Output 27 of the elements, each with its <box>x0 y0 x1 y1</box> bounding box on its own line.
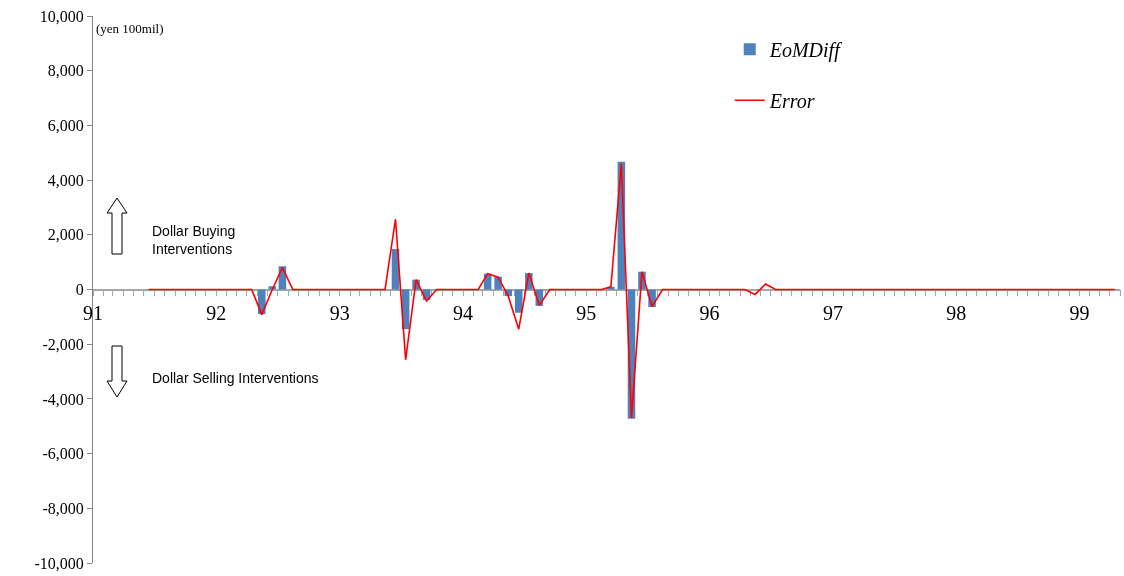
y-tick-label: 0 <box>75 281 84 299</box>
x-tick-label: 95 <box>576 302 597 325</box>
y-tick-label: -10,000 <box>34 554 84 572</box>
x-tick-label: 93 <box>329 302 350 325</box>
y-tick-label: -6,000 <box>42 445 84 463</box>
x-tick-label: 94 <box>453 302 474 325</box>
legend-label: Error <box>768 89 815 112</box>
y-tick-label: 8,000 <box>47 62 84 80</box>
annotation: Dollar Buying Interventions <box>152 223 236 258</box>
x-tick-label: 97 <box>823 302 844 325</box>
y-tick-label: 10,000 <box>39 7 84 25</box>
y-tick-label: -4,000 <box>42 390 84 408</box>
y-tick-label: 6,000 <box>47 117 84 134</box>
x-tick-label: 99 <box>1069 302 1090 325</box>
bar <box>514 289 523 313</box>
x-tick-label: 96 <box>699 302 720 325</box>
y-tick-label: 2,000 <box>47 226 84 244</box>
y-tick-label: -8,000 <box>42 499 84 517</box>
x-tick-label: 91 <box>83 302 103 325</box>
y-tick-label: -2,000 <box>42 335 84 353</box>
annotation: Dollar Selling Interventions <box>152 370 319 386</box>
annotation: (yen 100mil) <box>96 21 164 36</box>
legend-label: EoMDiff <box>768 38 843 62</box>
y-tick-label: 4,000 <box>47 171 84 189</box>
x-tick-label: 98 <box>946 302 967 325</box>
line-series <box>147 162 1116 419</box>
x-tick-label: 92 <box>206 302 227 325</box>
